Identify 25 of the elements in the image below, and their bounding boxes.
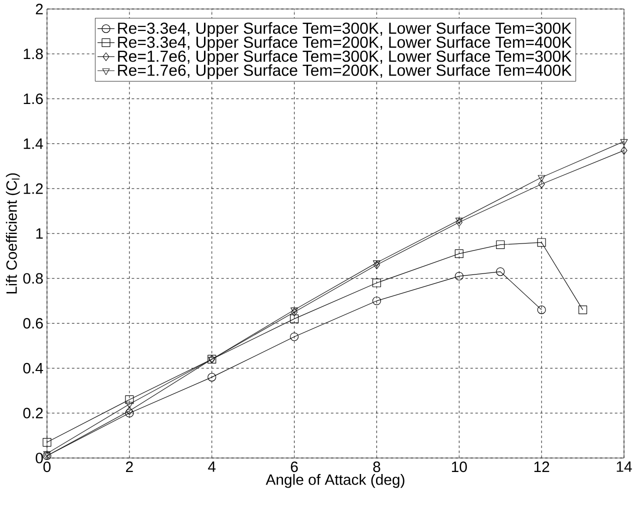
y-tick-label: 1 [36, 228, 43, 239]
y-axis-title: Lift Coefficient (C$_{l}$) [6, 173, 20, 294]
x-tick-label: 2 [126, 462, 133, 472]
x-tick-label: 8 [373, 462, 380, 472]
y-tick-label: 0.8 [23, 273, 43, 284]
y-tick-label: 1.6 [24, 94, 43, 104]
legend-label: Re=1.7e6, Upper Surface Tem=200K, Lower Surface Tem=400K [118, 64, 572, 80]
x-tick-label: 4 [208, 462, 216, 472]
x-tick-label: 6 [290, 462, 298, 472]
y-tick-label: 1.2 [24, 183, 43, 194]
x-tick-label: 0 [43, 462, 51, 472]
x-tick-label: 14 [616, 462, 632, 472]
legend-label: Re=3.3e4, Upper Surface Tem=200K, Lower Surface Tem=400K [118, 36, 572, 52]
y-tick-label: 0.4 [23, 362, 44, 374]
y-tick-label: 1.8 [24, 48, 43, 60]
y-tick-label: 1.4 [24, 138, 44, 149]
y-tick-label: 0.2 [23, 408, 43, 418]
x-tick-label: 12 [534, 462, 550, 472]
y-tick-label: 2 [36, 4, 43, 14]
y-tick-label: 0 [36, 452, 43, 464]
legend-label: Re=1.7e6, Upper Surface Tem=300K, Lower Surface Tem=300K [118, 50, 572, 66]
x-tick-label: 10 [452, 462, 467, 472]
y-tick-label: 0.6 [23, 318, 43, 329]
x-axis-title: Angle of Attack (deg) [266, 474, 404, 488]
legend-label: Re=3.3e4, Upper Surface Tem=300K, Lower Surface Tem=300K [118, 22, 572, 38]
